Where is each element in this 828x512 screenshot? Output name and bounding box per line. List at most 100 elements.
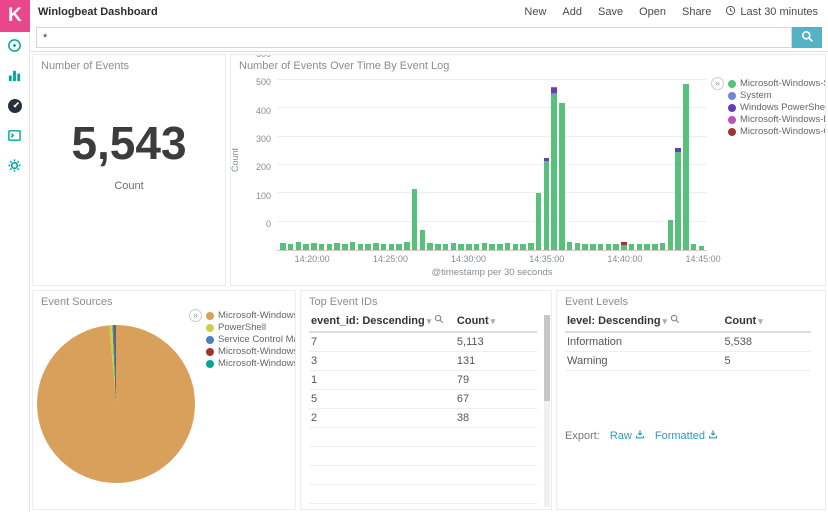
stacked-bar[interactable] bbox=[597, 244, 604, 250]
bar-segment[interactable] bbox=[481, 242, 488, 250]
bar-segment[interactable] bbox=[675, 152, 681, 250]
stacked-bar[interactable] bbox=[373, 242, 379, 250]
sidebar-item-management[interactable] bbox=[0, 152, 29, 182]
bar-segment[interactable] bbox=[287, 243, 294, 250]
stacked-bar[interactable] bbox=[411, 189, 418, 250]
sidebar-item-discover[interactable] bbox=[0, 32, 29, 62]
sort-icon[interactable]: ▾ bbox=[490, 315, 496, 326]
bar-segment[interactable] bbox=[466, 244, 472, 250]
bar-segment[interactable] bbox=[450, 242, 457, 250]
bar-segment[interactable] bbox=[303, 243, 309, 250]
sidebar-item-visualize[interactable] bbox=[0, 62, 29, 92]
bar-segment[interactable] bbox=[582, 244, 588, 250]
bar-segment[interactable] bbox=[590, 243, 596, 250]
stacked-bar[interactable] bbox=[349, 242, 356, 250]
bar-segment[interactable] bbox=[597, 244, 604, 250]
bar-segment[interactable] bbox=[311, 242, 317, 250]
stacked-bar[interactable] bbox=[365, 244, 371, 250]
stacked-bar[interactable] bbox=[667, 220, 674, 250]
column-header-count[interactable]: Count ▾ bbox=[454, 310, 537, 333]
stacked-bar[interactable] bbox=[427, 242, 433, 250]
column-header-event-id[interactable]: event_id: Descending ▾ bbox=[309, 310, 455, 333]
sidebar-item-dev-tools[interactable] bbox=[0, 122, 29, 152]
bar-segment[interactable] bbox=[365, 244, 371, 250]
bar-segment[interactable] bbox=[396, 243, 402, 250]
bar-segment[interactable] bbox=[621, 244, 627, 250]
bar-segment[interactable] bbox=[690, 244, 697, 250]
legend-item[interactable]: System bbox=[728, 90, 825, 101]
stacked-bar[interactable] bbox=[295, 242, 302, 250]
bar-segment[interactable] bbox=[543, 160, 550, 250]
bar-segment[interactable] bbox=[473, 243, 480, 250]
bar-segment[interactable] bbox=[419, 230, 426, 250]
stacked-bar[interactable] bbox=[652, 244, 658, 250]
stacked-bar[interactable] bbox=[458, 243, 464, 250]
stacked-bar[interactable] bbox=[404, 241, 410, 250]
bar-segment[interactable] bbox=[636, 244, 643, 250]
bar-segment[interactable] bbox=[427, 242, 433, 250]
search-button[interactable] bbox=[792, 27, 822, 48]
sidebar-item-dashboard[interactable] bbox=[0, 92, 29, 122]
stacked-bar[interactable] bbox=[559, 102, 565, 250]
stacked-bar[interactable] bbox=[683, 84, 689, 250]
stacked-bar[interactable] bbox=[450, 242, 457, 250]
nav-new-button[interactable]: New bbox=[524, 6, 547, 18]
stacked-bar[interactable] bbox=[342, 244, 348, 250]
stacked-bar[interactable] bbox=[520, 243, 526, 250]
stacked-bar[interactable] bbox=[396, 243, 402, 250]
legend-item[interactable]: Microsoft-Windows-G... bbox=[728, 126, 825, 137]
bar-segment[interactable] bbox=[652, 244, 658, 250]
legend-item[interactable]: Microsoft-Windows-P... bbox=[728, 114, 825, 125]
bar-segment[interactable] bbox=[326, 243, 333, 250]
stacked-bar[interactable] bbox=[535, 193, 542, 250]
nav-share-button[interactable]: Share bbox=[681, 6, 712, 18]
stacked-bar[interactable] bbox=[481, 242, 488, 250]
stacked-bar[interactable] bbox=[551, 86, 557, 250]
legend-item[interactable]: Service Control Mana... bbox=[206, 334, 295, 345]
stacked-bar[interactable] bbox=[605, 243, 612, 250]
stacked-bar[interactable] bbox=[435, 243, 441, 250]
kibana-logo[interactable]: K bbox=[0, 0, 30, 32]
bar-segment[interactable] bbox=[528, 242, 534, 250]
legend-item[interactable]: Windows PowerShell bbox=[728, 102, 825, 113]
bar-segment[interactable] bbox=[458, 243, 464, 250]
bar-segment[interactable] bbox=[435, 243, 441, 250]
stacked-bar[interactable] bbox=[582, 244, 588, 250]
bar-segment[interactable] bbox=[698, 245, 705, 250]
stacked-bar[interactable] bbox=[636, 244, 643, 250]
time-picker[interactable]: Last 30 minutes bbox=[725, 5, 818, 19]
bar-segment[interactable] bbox=[628, 243, 635, 250]
stacked-bar[interactable] bbox=[566, 241, 573, 250]
sort-icon[interactable]: ▾ bbox=[426, 316, 432, 326]
stacked-bar[interactable] bbox=[628, 243, 635, 250]
stacked-bar[interactable] bbox=[528, 242, 534, 250]
bar-segment[interactable] bbox=[373, 242, 379, 250]
bar-segment[interactable] bbox=[442, 244, 449, 250]
stacked-bar[interactable] bbox=[326, 243, 333, 250]
export-raw-link[interactable]: Raw bbox=[610, 429, 645, 442]
stacked-bar[interactable] bbox=[543, 157, 550, 250]
legend-item[interactable]: Microsoft-Windows-P... bbox=[206, 346, 295, 357]
search-input[interactable] bbox=[36, 27, 792, 48]
stacked-bar[interactable] bbox=[442, 244, 449, 250]
stacked-bar[interactable] bbox=[287, 243, 294, 250]
legend-toggle-icon[interactable]: » bbox=[189, 309, 202, 322]
stacked-bar[interactable] bbox=[590, 243, 596, 250]
stacked-bar[interactable] bbox=[311, 242, 317, 250]
stacked-bar[interactable] bbox=[504, 242, 511, 250]
bar-segment[interactable] bbox=[342, 244, 348, 250]
legend-item[interactable]: Microsoft-Windows-S... bbox=[206, 310, 295, 321]
legend-toggle-icon[interactable]: » bbox=[711, 77, 724, 90]
sort-icon[interactable]: ▾ bbox=[662, 316, 668, 326]
stacked-bar[interactable] bbox=[303, 243, 309, 250]
bar-segment[interactable] bbox=[667, 220, 674, 250]
stacked-bar[interactable] bbox=[621, 241, 627, 250]
legend-item[interactable]: Microsoft-Windows-S... bbox=[728, 78, 825, 89]
bar-segment[interactable] bbox=[659, 242, 666, 250]
stacked-bar[interactable] bbox=[574, 242, 581, 250]
bar-segment[interactable] bbox=[551, 94, 557, 250]
stacked-bar[interactable] bbox=[690, 244, 697, 250]
bar-segment[interactable] bbox=[644, 243, 650, 250]
bar-segment[interactable] bbox=[295, 242, 302, 250]
stacked-bar[interactable] bbox=[497, 243, 503, 250]
